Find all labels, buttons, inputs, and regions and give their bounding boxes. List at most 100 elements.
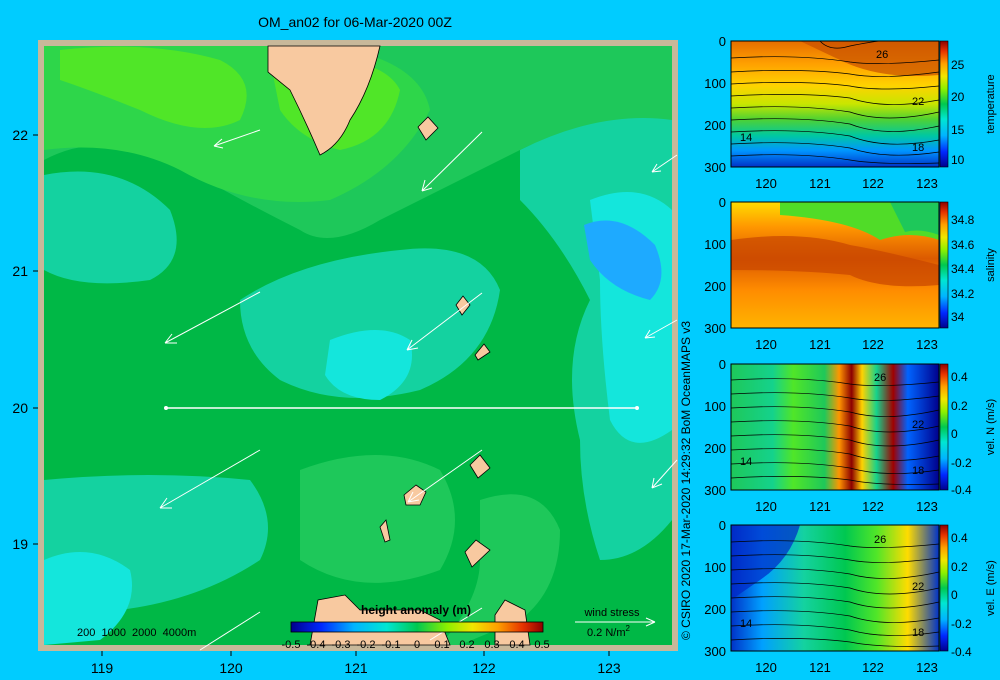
- temp-cb-tick: 10: [951, 153, 965, 167]
- map-x-axis: 119 120 121 122 123: [91, 660, 621, 676]
- chart-title: OM_an02 for 06-Mar-2020 00Z: [258, 14, 452, 30]
- wind-stress-scale-arrowhead: [645, 617, 656, 627]
- wind-stress-scale-label: 0.2 N/m2: [587, 624, 631, 639]
- colorbar-tick-label: 0.2: [459, 639, 474, 651]
- temperature-colorbar: [939, 40, 949, 168]
- colorbar-tick-label: 0.3: [484, 639, 499, 651]
- veln-cb-tick: 0: [951, 427, 958, 441]
- colorbar-tick-label: -0.2: [357, 639, 376, 651]
- vel-e-contours: [730, 540, 940, 647]
- panel-temperature: 26 22 18 14: [730, 40, 949, 168]
- temperature-contour-label: 18: [912, 142, 924, 154]
- panel-axes: 120 121 122 123 120 121 122 123 120 121 …: [755, 176, 938, 675]
- temp-x-tick: 122: [862, 176, 884, 191]
- temp-cb-tick: 15: [951, 123, 965, 137]
- vele-x-tick: 120: [755, 660, 777, 675]
- sal-x-tick: 120: [755, 337, 777, 352]
- map-x-tick-label: 122: [472, 660, 496, 676]
- vele-y-tick: 100: [704, 560, 726, 575]
- colorbar-ticks: -0.5 -0.4 -0.3 -0.2 -0.1 0 0.1 0.2 0.3 0…: [282, 639, 550, 651]
- temperature-contour-label: 22: [912, 96, 924, 108]
- temp-x-tick: 121: [809, 176, 831, 191]
- credit-text: © CSIRO 2020 17-Mar-2020 14:29:32 BoM Oc…: [679, 320, 693, 640]
- vele-cb-tick: 0.4: [951, 531, 968, 545]
- sal-cb-tick: 34.4: [951, 262, 975, 276]
- vele-y-tick: 0: [719, 518, 726, 533]
- colorbar-tick-label: -0.3: [332, 639, 351, 651]
- veln-x-tick: 123: [916, 499, 938, 514]
- vel-n-colorbar: [939, 363, 949, 491]
- vel-e-blue-patch: [731, 525, 800, 600]
- temperature-contour-label: 14: [740, 132, 752, 144]
- temp-y-tick: 300: [704, 160, 726, 175]
- vele-cb-tick: 0.2: [951, 560, 968, 574]
- vel-e-colorbar: [939, 524, 949, 652]
- sal-cb-tick: 34.2: [951, 287, 975, 301]
- veln-x-tick: 121: [809, 499, 831, 514]
- temperature-label: temperature: [985, 74, 997, 133]
- temperature-warm-patch: [800, 41, 939, 76]
- vele-y-tick: 200: [704, 602, 726, 617]
- colorbar-tick-label: 0.1: [434, 639, 449, 651]
- vel-n-contour-label: 14: [740, 456, 752, 468]
- vele-x-tick: 121: [809, 660, 831, 675]
- vele-cb-tick: -0.2: [951, 617, 972, 631]
- map-x-tick-label: 121: [344, 660, 368, 676]
- panel-vel-n: 26 22 18 14: [730, 363, 949, 491]
- sal-y-tick: 100: [704, 237, 726, 252]
- sal-cb-tick: 34.6: [951, 238, 975, 252]
- section-start-marker: [164, 406, 168, 410]
- colorbar-tick-label: -0.5: [282, 639, 301, 651]
- map-x-tick-label: 120: [219, 660, 243, 676]
- vel-n-label: vel. N (m/s): [985, 399, 997, 455]
- veln-y-tick: 100: [704, 399, 726, 414]
- vel-n-contour-label: 18: [912, 465, 924, 477]
- veln-x-tick: 120: [755, 499, 777, 514]
- vele-cb-tick: 0: [951, 588, 958, 602]
- wind-stress-scale-exponent: 2: [626, 624, 631, 633]
- vel-e-label: vel. E (m/s): [985, 560, 997, 616]
- colorbar-tick-label: 0.5: [534, 639, 549, 651]
- vel-n-contour-label: 26: [874, 372, 886, 384]
- temperature-contour-label: 26: [876, 49, 888, 61]
- salinity-colorbar: [939, 201, 949, 329]
- panel-variable-labels: temperature salinity vel. N (m/s) vel. E…: [985, 74, 997, 615]
- land-masses: [267, 45, 531, 646]
- depth-legend: 200 1000 2000 4000m: [77, 627, 196, 639]
- sal-cb-tick: 34: [951, 310, 965, 324]
- temp-y-tick: 0: [719, 34, 726, 49]
- veln-y-tick: 200: [704, 441, 726, 456]
- veln-cb-tick: 0.2: [951, 399, 968, 413]
- veln-cb-tick: -0.2: [951, 456, 972, 470]
- salinity-fresh-patch: [890, 202, 939, 235]
- temp-y-tick: 200: [704, 118, 726, 133]
- colorbar-tick-label: -0.1: [382, 639, 401, 651]
- temp-x-tick: 120: [755, 176, 777, 191]
- sal-x-tick: 122: [862, 337, 884, 352]
- colorbar-tick-label: -0.4: [307, 639, 326, 651]
- map-y-tick-label: 20: [12, 400, 28, 416]
- vel-e-contour-label: 14: [740, 618, 752, 630]
- veln-y-tick: 0: [719, 357, 726, 372]
- map-y-tick-label: 19: [12, 536, 28, 552]
- map-x-tick-label: 119: [91, 660, 114, 676]
- map-x-tick-label: 123: [597, 660, 621, 676]
- vele-x-tick: 122: [862, 660, 884, 675]
- map-y-tick-label: 22: [12, 127, 28, 143]
- vel-n-contours: [730, 378, 940, 485]
- colorbar-title: height anomaly (m): [361, 603, 471, 617]
- vel-e-contour-label: 18: [912, 627, 924, 639]
- vel-n-contour-label: 22: [912, 419, 924, 431]
- sal-y-tick: 0: [719, 195, 726, 210]
- vele-cb-tick: -0.4: [951, 645, 972, 659]
- panel-vel-e: 26 22 18 14: [730, 524, 949, 652]
- salinity-label: salinity: [985, 248, 997, 282]
- sal-y-tick: 200: [704, 279, 726, 294]
- section-end-marker: [635, 406, 639, 410]
- sal-x-tick: 123: [916, 337, 938, 352]
- vel-e-contour-label: 22: [912, 581, 924, 593]
- colorbar-tick-label: 0.4: [509, 639, 524, 651]
- panel-colorbar-ticks: 25 20 15 10 34.8 34.6 34.4 34.2 34 0.4 0…: [951, 58, 975, 659]
- veln-cb-tick: 0.4: [951, 370, 968, 384]
